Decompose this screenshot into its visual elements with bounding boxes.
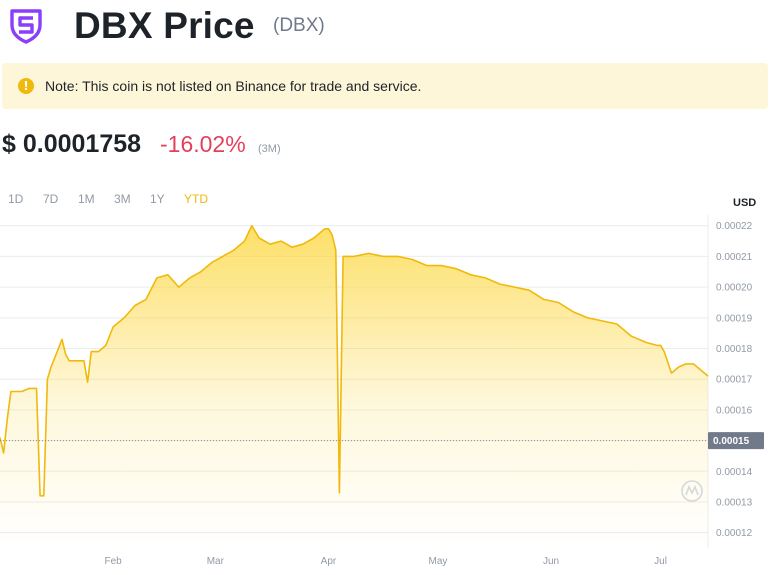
y-tick-label: 0.00017 (716, 375, 753, 386)
page-title: DBX Price (74, 5, 255, 46)
price-line (0, 224, 709, 497)
price-change: -16.02% (160, 131, 246, 157)
range-tab-ytd[interactable]: YTD (184, 192, 208, 206)
y-tick-label: 0.00020 (716, 283, 753, 294)
y-tick-label: 0.00022 (716, 221, 753, 232)
range-tab-1y[interactable]: 1Y (150, 192, 165, 206)
exclamation-icon: ! (18, 78, 34, 94)
y-tick-label: 0.00016 (716, 405, 753, 416)
price-chart: 0.00022 0.00021 0.00020 0.00019 0.00018 0.000… (0, 215, 764, 567)
y-tick-label: 0.00021 (716, 252, 753, 263)
ticker-symbol: (DBX) (273, 15, 325, 36)
dbx-shield-logo-icon (10, 9, 42, 44)
not-listed-notice: ! Note: This coin is not listed on Binan… (2, 63, 768, 109)
range-tab-7d[interactable]: 7D (43, 192, 59, 206)
reference-price-tag-text: 0.00015 (713, 436, 750, 447)
notice-text: Note: This coin is not listed on Binance… (45, 78, 422, 94)
x-tick-label: May (428, 556, 447, 567)
range-tab-3m[interactable]: 3M (114, 192, 131, 206)
y-tick-label: 0.00019 (716, 313, 753, 324)
y-tick-label: 0.00018 (716, 344, 753, 355)
logo-letter-shape (18, 16, 34, 34)
x-tick-label: Apr (321, 556, 337, 567)
page-header: DBX Price (DBX) (8, 4, 768, 48)
y-tick-label: 0.00013 (716, 497, 753, 508)
range-tab-1d[interactable]: 1D (8, 192, 24, 206)
reference-price-tag-bg (708, 432, 764, 450)
chart-watermark-icon (681, 480, 703, 502)
x-tick-label: Mar (207, 556, 225, 567)
logo-shield-outline (10, 9, 42, 44)
y-tick-label: 0.00014 (716, 467, 753, 478)
current-price: $ 0.0001758 (2, 130, 142, 158)
price-area-fill (0, 225, 708, 548)
watermark-glyph (685, 485, 699, 496)
range-tab-1m[interactable]: 1M (78, 192, 95, 206)
x-axis: Feb Mar Apr May Jun Jul (105, 556, 667, 567)
x-tick-label: Feb (105, 556, 123, 567)
watermark-circle (681, 480, 703, 502)
x-tick-label: Jun (543, 556, 559, 567)
x-tick-label: Jul (654, 556, 667, 567)
reference-price-tag: 0.00015 (708, 432, 764, 450)
y-axis: 0.00022 0.00021 0.00020 0.00019 0.00018 0.000… (707, 215, 753, 548)
change-period: (3M) (258, 143, 281, 155)
currency-label: USD (733, 197, 757, 209)
y-tick-label: 0.00012 (716, 528, 753, 539)
